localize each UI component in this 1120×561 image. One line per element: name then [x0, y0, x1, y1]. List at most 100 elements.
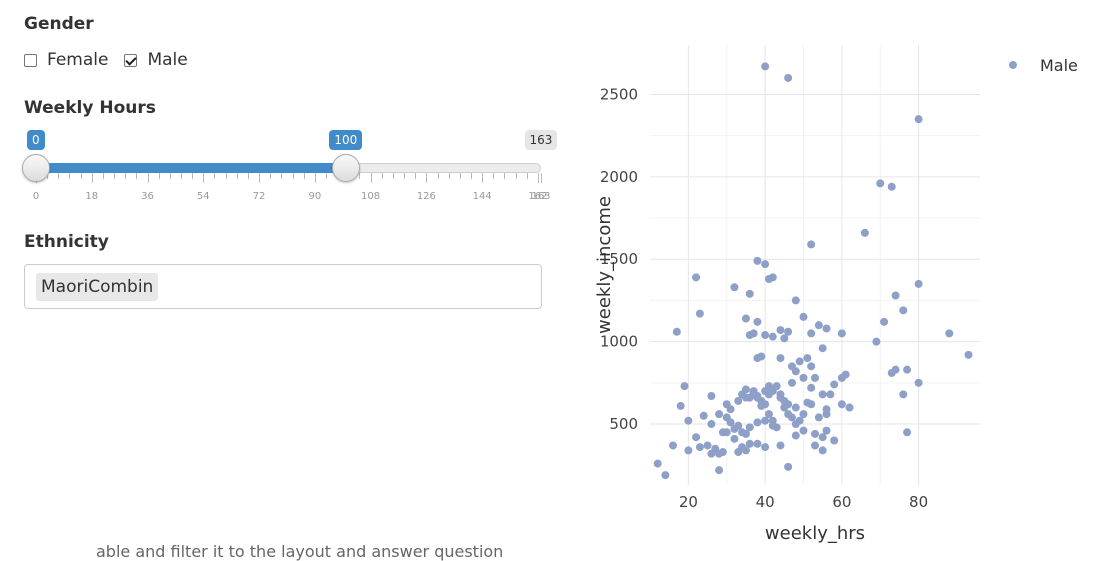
data-point — [672, 327, 681, 336]
data-point — [761, 62, 770, 71]
data-point — [784, 73, 793, 82]
slider-major-tick — [537, 173, 539, 183]
data-point — [718, 448, 727, 457]
female-checkbox-label: Female — [47, 50, 109, 70]
slider-from-value: 0 — [27, 130, 45, 150]
data-point — [768, 421, 777, 430]
data-point — [914, 279, 923, 288]
data-point — [745, 331, 754, 340]
gender-title: Gender — [24, 14, 94, 34]
slider-minor-tick — [459, 173, 461, 179]
slider-minor-tick — [125, 173, 127, 179]
data-point — [837, 329, 846, 338]
ethnicity-title: Ethnicity — [24, 232, 109, 252]
data-point — [753, 418, 762, 427]
slider-minor-tick — [80, 173, 82, 179]
slider-minor-tick — [114, 173, 116, 179]
slider-minor-tick — [359, 173, 361, 179]
slider-minor-tick — [225, 173, 227, 179]
y-tick-label: 1000 — [600, 333, 638, 351]
data-point — [784, 410, 793, 419]
y-tick-label: 500 — [609, 415, 638, 433]
data-point — [703, 441, 712, 450]
data-point — [914, 115, 923, 124]
slider-minor-tick — [102, 173, 104, 179]
slider-to-handle[interactable] — [331, 154, 360, 182]
slider-major-tick — [482, 173, 484, 183]
slider-major-tick — [91, 173, 93, 183]
data-point — [814, 321, 823, 330]
slider-tick-label: 162 — [528, 191, 548, 202]
female-checkbox-box[interactable] — [24, 53, 37, 67]
slider-minor-tick — [470, 173, 472, 179]
data-point — [718, 428, 727, 437]
slider-minor-tick — [504, 173, 506, 179]
legend-marker — [1009, 61, 1017, 69]
slider-minor-tick — [180, 173, 182, 179]
slider-from-handle[interactable] — [22, 154, 50, 182]
data-point — [661, 471, 670, 480]
x-tick-label: 60 — [832, 493, 851, 511]
slider-major-tick — [426, 173, 428, 183]
data-point — [845, 403, 854, 412]
male-checkbox[interactable]: Male — [124, 50, 188, 70]
data-point — [772, 382, 781, 391]
data-point — [837, 400, 846, 409]
data-point — [741, 446, 750, 455]
data-point — [818, 446, 827, 455]
data-point — [761, 331, 770, 340]
data-point — [837, 373, 846, 382]
data-point — [811, 441, 819, 450]
data-point — [818, 433, 827, 442]
data-point — [818, 390, 827, 399]
data-point — [787, 378, 796, 387]
slider-minor-tick — [415, 173, 417, 179]
slider-tick-label: 163 — [531, 191, 551, 202]
data-point — [795, 357, 804, 366]
male-checkbox-box[interactable] — [124, 53, 138, 67]
data-point — [711, 444, 720, 453]
data-point — [730, 283, 739, 292]
data-point — [899, 390, 908, 399]
data-point — [692, 433, 701, 442]
data-point — [818, 344, 827, 353]
data-point — [722, 413, 731, 422]
slider-minor-tick — [448, 173, 450, 179]
ethnicity-select[interactable]: MaoriCombin — [24, 264, 542, 309]
data-point — [791, 431, 800, 440]
data-point — [692, 273, 701, 282]
data-point — [722, 400, 731, 409]
data-point — [761, 260, 770, 269]
data-point — [830, 436, 839, 445]
slider-tick-label: 108 — [361, 191, 381, 202]
data-point — [745, 423, 754, 432]
weekly-hours-title: Weekly Hours — [24, 98, 156, 118]
data-point — [776, 441, 785, 450]
weekly-hours-slider[interactable]: 0 100 163 0 18 36 54 72 90 108 126 144 162 163 — [22, 128, 558, 208]
data-point — [707, 420, 716, 429]
slider-major-tick — [259, 173, 261, 183]
female-checkbox[interactable]: Female — [24, 50, 108, 70]
slider-minor-tick — [325, 173, 327, 179]
data-point — [811, 373, 819, 382]
slider-minor-tick — [192, 173, 194, 179]
slider-selected-range[interactable] — [36, 163, 346, 173]
data-point — [776, 354, 785, 363]
data-point — [791, 403, 800, 412]
data-point — [799, 373, 808, 382]
data-point — [914, 378, 923, 387]
slider-tick-label: 90 — [308, 191, 322, 202]
data-point — [799, 410, 808, 419]
slider-minor-tick — [47, 173, 49, 179]
y-tick-label: 2500 — [600, 85, 638, 103]
y-axis-title: weekly_income — [594, 196, 615, 334]
data-point — [964, 350, 973, 359]
data-point — [707, 392, 716, 401]
data-point — [776, 393, 785, 402]
data-point — [699, 411, 708, 420]
data-point — [715, 466, 724, 475]
ethnicity-selected-chip[interactable]: MaoriCombin — [36, 273, 159, 301]
data-point — [753, 439, 762, 448]
data-point — [887, 182, 896, 191]
data-point — [780, 334, 789, 343]
